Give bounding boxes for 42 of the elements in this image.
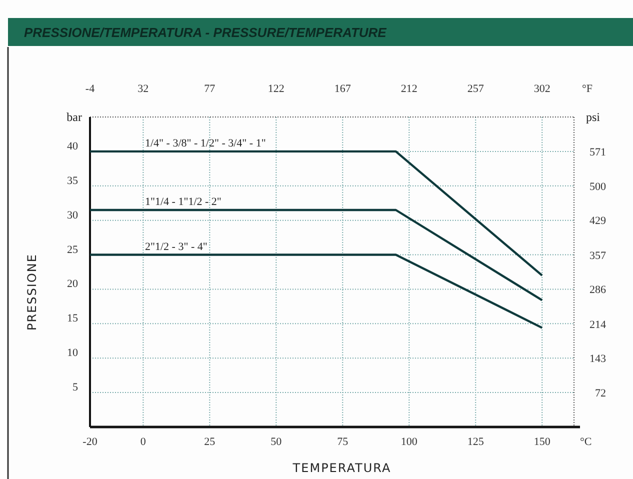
- x2-tick-label: 167: [334, 83, 352, 95]
- x2-tick-label: 302: [534, 83, 550, 95]
- y-tick-label: 40: [67, 140, 78, 152]
- y2-tick-label: 357: [590, 250, 606, 262]
- y2-tick-label: 143: [590, 353, 606, 366]
- y-tick-label: 10: [67, 347, 78, 360]
- x2-tick-label: 122: [268, 83, 284, 95]
- chart-title: PRESSIONE/TEMPERATURA - PRESSURE/TEMPERATURE: [24, 25, 387, 40]
- y-tick-label: 15: [67, 312, 78, 325]
- x2-tick-label: 32: [138, 83, 149, 95]
- y-tick-label: 20: [67, 278, 78, 290]
- text: bar: [66, 110, 82, 124]
- text: °C: [580, 436, 592, 448]
- y2-tick-label: 571: [590, 146, 606, 159]
- y-tick-label: 25: [67, 244, 78, 256]
- x2-tick-label: 257: [467, 83, 484, 95]
- y-axis-title: PRESSIONE: [25, 254, 39, 330]
- x2-axis-title: °F: [582, 83, 593, 95]
- x-tick-label: -20: [82, 436, 98, 448]
- series-label: 2"1/2 - 3" - 4": [145, 240, 208, 253]
- x-tick-label: 0: [140, 436, 146, 448]
- series-label: 1/4" - 3/8" - 1/2" - 3/4" - 1": [145, 137, 266, 150]
- x-tick-label: 75: [337, 436, 349, 448]
- y2-axis-title: psi: [586, 110, 601, 124]
- y-tick-label: 30: [67, 209, 78, 222]
- y2-tick-label: 214: [590, 318, 606, 331]
- y2-tick-label: 72: [595, 387, 606, 400]
- x-tick-label: 50: [270, 436, 282, 448]
- series-label: 1"1/4 - 1"1/2 - 2": [145, 196, 222, 208]
- y2-tick-label: 500: [590, 180, 606, 193]
- x-tick-label: 25: [204, 436, 216, 448]
- x2-tick-label: 77: [204, 83, 216, 95]
- x2-tick-label: 212: [400, 83, 418, 95]
- y2-tick-label: 429: [590, 215, 606, 228]
- x-axis-title: TEMPERATURA: [292, 461, 392, 475]
- y-tick-label: 35: [67, 174, 78, 187]
- x2-tick-label: -4: [85, 83, 96, 95]
- y-tick-label: 5: [72, 382, 78, 394]
- y2-tick-label: 286: [590, 284, 606, 296]
- x-tick-label: 150: [534, 436, 551, 448]
- x-tick-label: 100: [400, 436, 418, 448]
- x-tick-label: 125: [467, 436, 484, 448]
